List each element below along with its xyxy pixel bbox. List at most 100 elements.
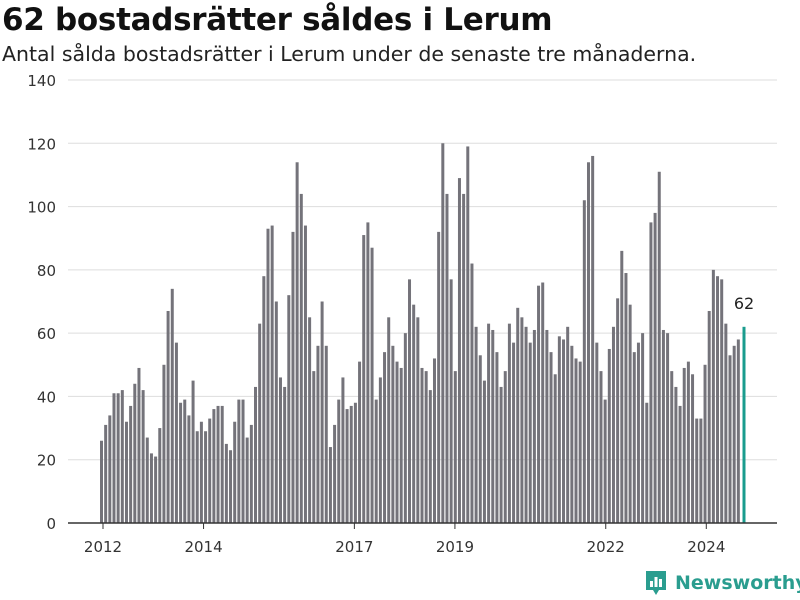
bar (366, 222, 370, 523)
bar (462, 193, 466, 523)
bar (420, 367, 424, 523)
bar (303, 225, 307, 524)
bar (120, 390, 124, 523)
bar (216, 405, 220, 523)
x-tick-label: 2024 (687, 538, 725, 556)
y-tick-label: 80 (37, 262, 56, 280)
bar (199, 421, 203, 523)
x-tick-label: 2017 (335, 538, 373, 556)
bar (728, 355, 732, 523)
x-tick-label: 2012 (84, 538, 122, 556)
bar (499, 386, 503, 523)
bar (574, 358, 578, 523)
bar (387, 317, 391, 523)
x-tick-label: 2019 (436, 538, 474, 556)
bar (537, 285, 541, 523)
bar (283, 386, 287, 523)
bar (562, 339, 566, 523)
bar (474, 326, 478, 523)
bar (586, 162, 590, 523)
bar (553, 374, 557, 523)
bar (711, 269, 715, 523)
bar-highlight (742, 326, 746, 523)
bar (649, 222, 653, 523)
bar (424, 371, 428, 523)
bar (100, 440, 103, 523)
y-tick-label: 140 (27, 72, 56, 90)
bar (204, 431, 208, 523)
bar (720, 279, 724, 523)
bar (653, 212, 657, 523)
bar (470, 263, 474, 523)
bar (145, 437, 149, 523)
x-axis: 2012 2014 2017 2019 2022 2024 (68, 522, 777, 556)
annotations: 62 (734, 294, 754, 313)
bar (212, 409, 216, 523)
bar (395, 361, 399, 523)
bar (595, 342, 599, 523)
bar (686, 361, 690, 523)
bar (158, 428, 162, 523)
bar (295, 162, 299, 523)
bar (337, 399, 341, 523)
bar (624, 273, 628, 523)
bar (341, 377, 345, 523)
bar (299, 193, 303, 523)
bar (607, 348, 611, 523)
bar (391, 345, 395, 523)
bar (432, 358, 436, 523)
bar (374, 399, 378, 523)
bar (732, 345, 736, 523)
bar (582, 200, 586, 523)
bar (149, 453, 153, 523)
bar (208, 418, 212, 523)
bar (611, 326, 615, 523)
bar (616, 298, 620, 523)
bar (183, 399, 187, 523)
bar (441, 143, 445, 524)
bar (736, 339, 740, 523)
bar (291, 231, 295, 523)
bar (549, 352, 553, 523)
bar (707, 310, 711, 523)
bar (258, 323, 262, 523)
bar (245, 437, 249, 523)
bar (262, 276, 266, 523)
bar (641, 333, 645, 523)
bar (345, 409, 349, 523)
bar (333, 424, 337, 523)
bar (491, 329, 495, 523)
bar (416, 317, 420, 523)
bar (412, 304, 416, 523)
bar (699, 418, 703, 523)
y-tick-label: 20 (37, 452, 56, 470)
bar (716, 276, 720, 523)
chart-title: 62 bostadsrätter såldes i Lerum (2, 2, 553, 38)
bar (349, 405, 353, 523)
bar (353, 402, 357, 523)
bar (591, 155, 595, 523)
bar (503, 371, 507, 523)
bar (478, 355, 482, 523)
bar (457, 178, 461, 524)
y-tick-label: 100 (27, 199, 56, 217)
bar (170, 288, 174, 523)
bar (124, 421, 128, 523)
bar (703, 364, 707, 523)
newsworthy-logo-icon (646, 571, 666, 595)
bar (308, 317, 312, 523)
bar (408, 279, 412, 523)
bar (453, 371, 457, 523)
y-tick-label: 60 (37, 325, 56, 343)
bar (362, 235, 366, 524)
bar (233, 421, 237, 523)
bar (678, 405, 682, 523)
bar (691, 374, 695, 523)
highlight-value-label: 62 (734, 294, 754, 313)
bar (724, 323, 728, 523)
bar (266, 228, 270, 523)
bar (495, 352, 499, 523)
bar (224, 443, 228, 523)
bar (566, 326, 570, 523)
bar (632, 352, 636, 523)
